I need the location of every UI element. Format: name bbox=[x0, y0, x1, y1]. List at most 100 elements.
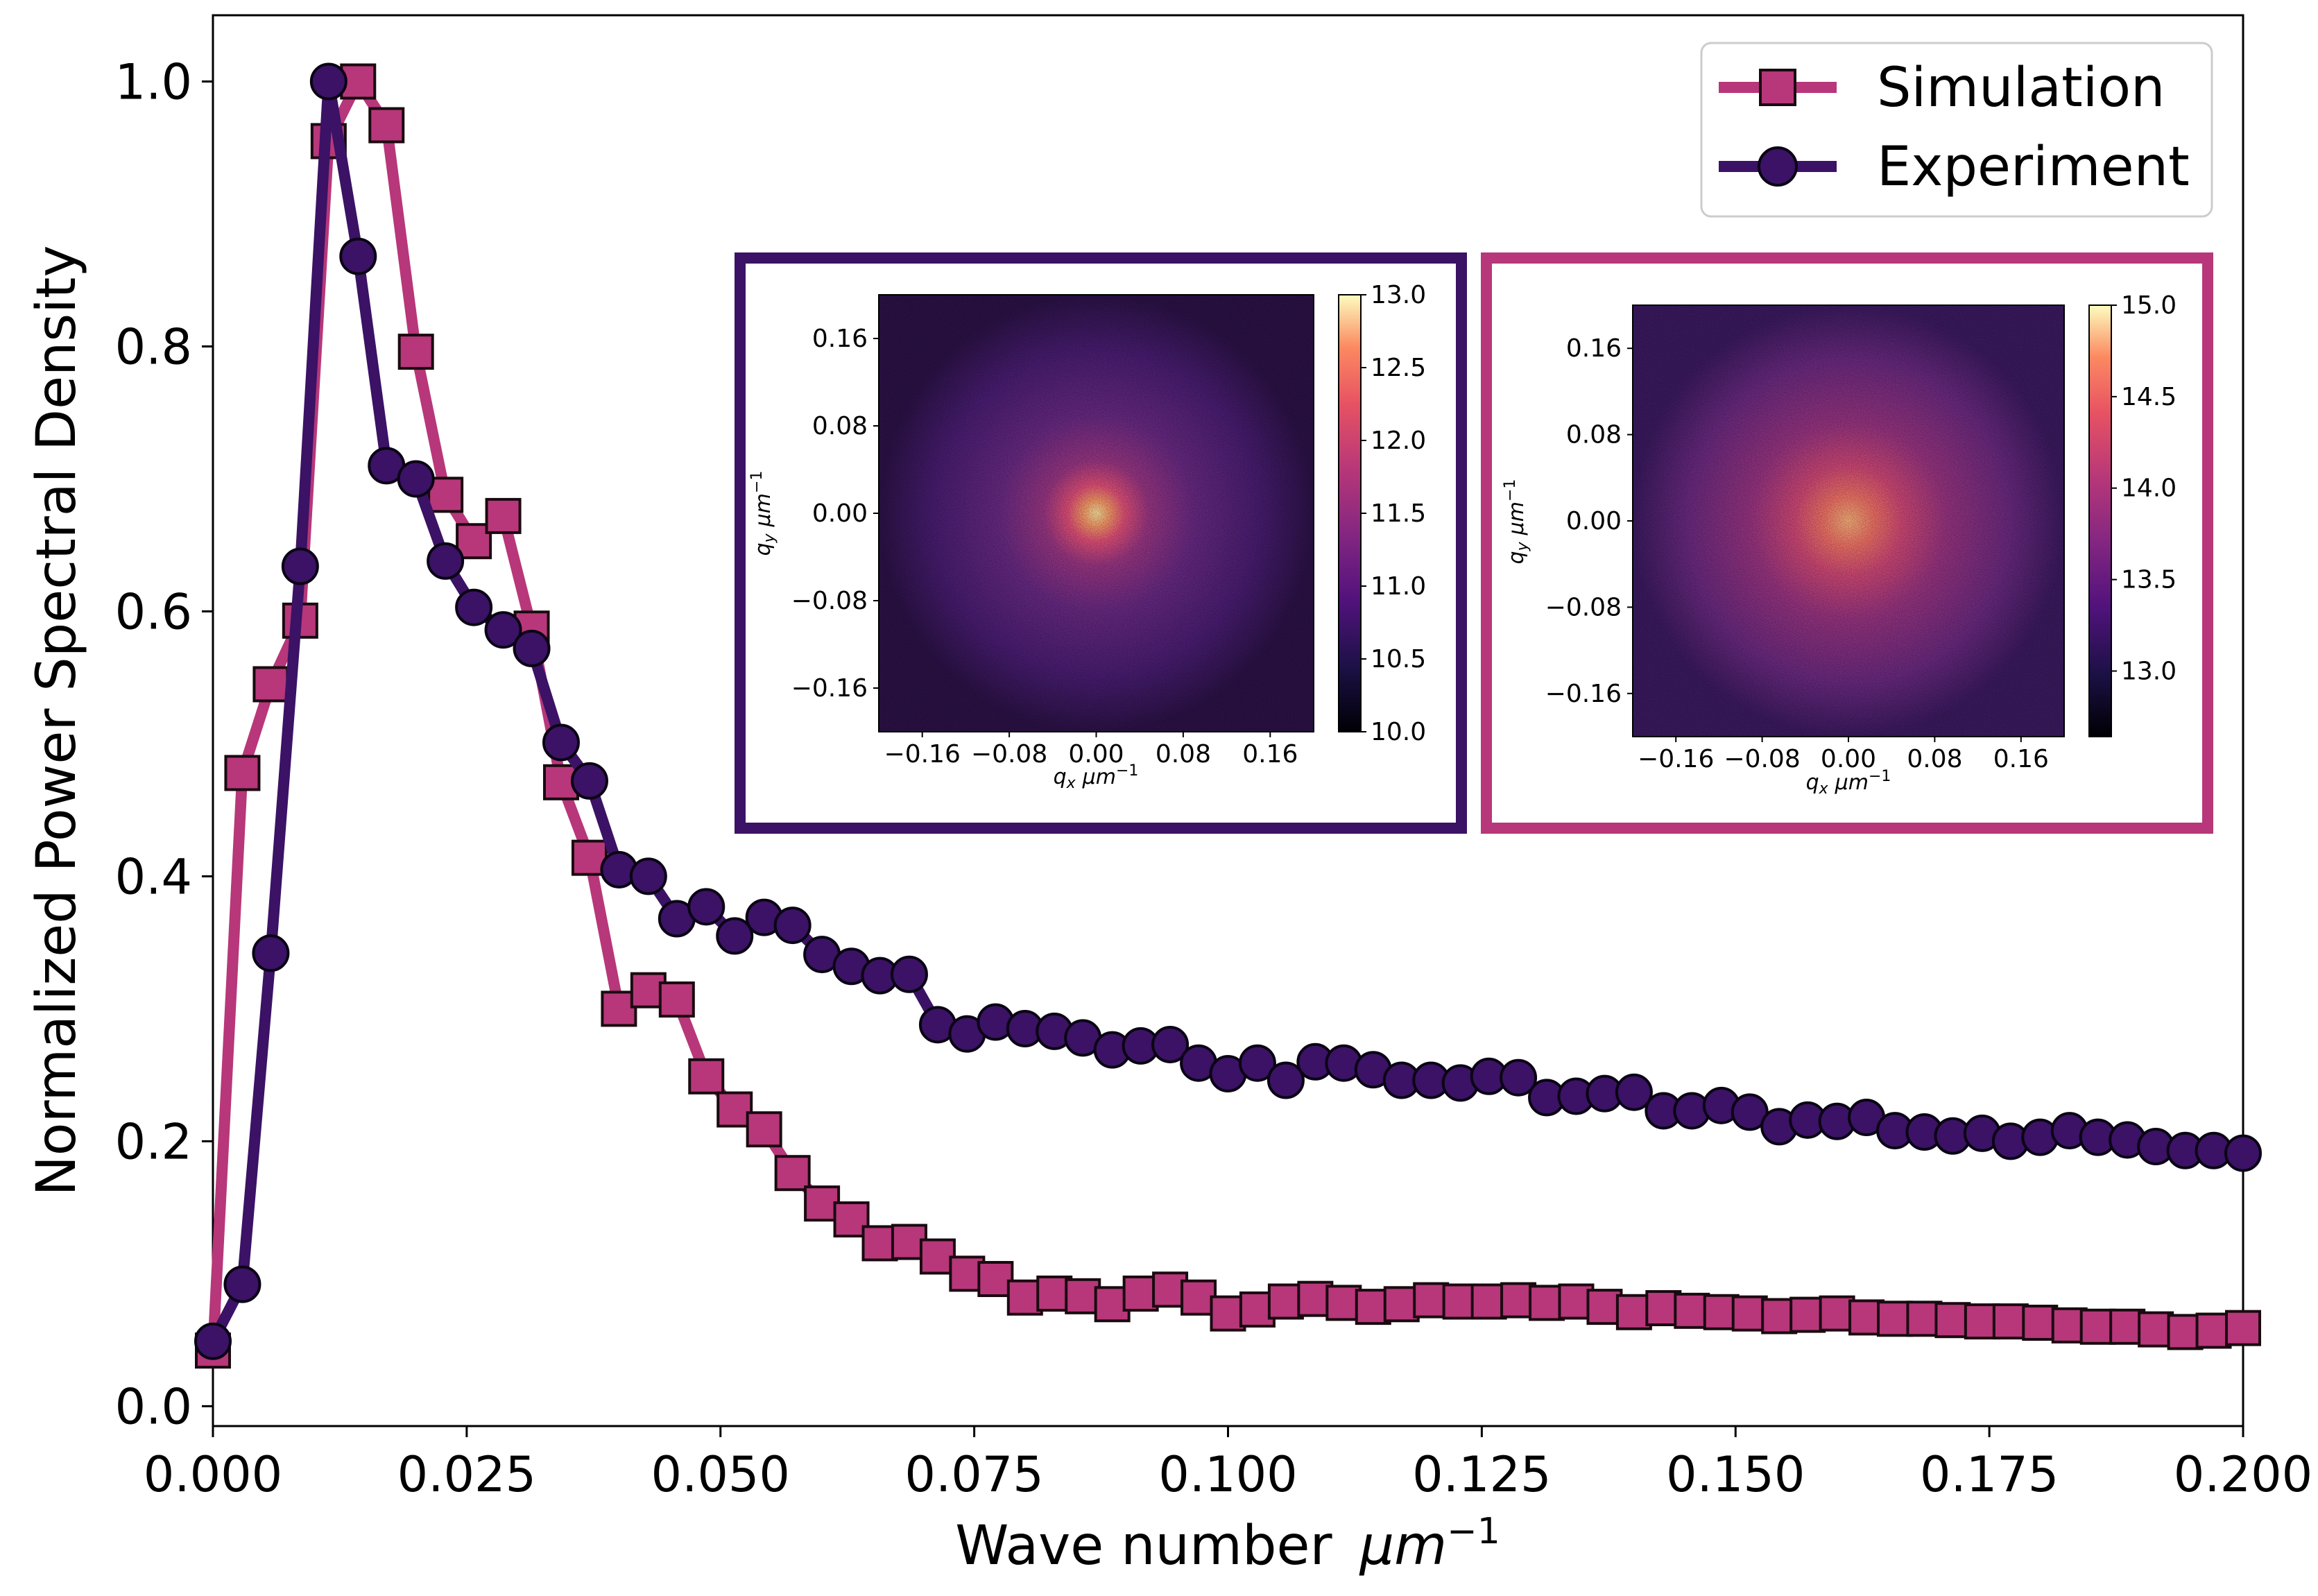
inset-x-tick-label: 0.16 bbox=[1242, 740, 1298, 769]
colorbar-tick-label: 13.0 bbox=[2121, 657, 2177, 685]
experiment-point bbox=[716, 917, 754, 955]
inset-experiment-colorbar bbox=[1338, 294, 1362, 732]
simulation-point bbox=[427, 477, 464, 513]
series-layer bbox=[194, 62, 2262, 1369]
inset-y-tick-label: 0.00 bbox=[812, 499, 868, 528]
inset-simulation: −0.16 −0.08 0.00 0.08 0.16 0.16 0.08 0.00 −0.08… bbox=[1481, 252, 2213, 834]
experiment-point bbox=[2224, 1134, 2262, 1172]
experiment-point bbox=[1151, 1025, 1190, 1063]
x-axis-ticks: 0.000 0.025 0.050 0.075 0.100 0.125 0.150 0.175… bbox=[144, 1426, 2312, 1503]
simulation-point bbox=[224, 755, 261, 791]
simulation-point bbox=[1210, 1295, 1246, 1332]
simulation-point bbox=[746, 1111, 782, 1148]
experiment-point bbox=[1267, 1061, 1305, 1099]
simulation-point bbox=[2138, 1311, 2174, 1348]
experiment-point bbox=[687, 888, 726, 926]
legend-simulation-marker bbox=[1759, 69, 1796, 106]
inset-y-tick-label: 0.16 bbox=[1566, 334, 1622, 363]
legend-experiment-label: Experiment bbox=[1877, 136, 2190, 198]
inset-x-tick-label: 0.00 bbox=[1821, 745, 1876, 773]
simulation-point bbox=[1615, 1294, 1652, 1330]
y-tick-label: 0.8 bbox=[115, 318, 192, 375]
simulation-point bbox=[1529, 1285, 1565, 1321]
experiment-point bbox=[1500, 1058, 1538, 1097]
inset-x-tick-label: 0.08 bbox=[1156, 740, 1211, 769]
x-tick-label: 0.200 bbox=[2174, 1446, 2312, 1503]
inset-experiment-y-label: qyμm−1 bbox=[748, 471, 778, 556]
simulation-point bbox=[716, 1091, 753, 1128]
simulation-point bbox=[2225, 1310, 2261, 1346]
simulation-point bbox=[833, 1201, 870, 1238]
inset-experiment-x-ticks: −0.16 −0.08 0.00 0.08 0.16 bbox=[884, 732, 1298, 769]
y-axis-label: Normalized Power Spectral Density bbox=[26, 245, 88, 1196]
inset-experiment-colorbar-ticks: 13.0 12.5 12.0 11.5 11.0 10.5 10.0 bbox=[1361, 281, 1426, 746]
colorbar-tick-label: 13.0 bbox=[1371, 281, 1426, 309]
experiment-point bbox=[542, 723, 580, 762]
inset-x-tick-label: −0.08 bbox=[971, 740, 1047, 769]
y-tick-label: 0.4 bbox=[115, 848, 192, 905]
legend-simulation-label: Simulation bbox=[1877, 57, 2165, 119]
simulation-point bbox=[658, 981, 695, 1018]
experiment-point bbox=[252, 934, 290, 972]
simulation-point bbox=[2195, 1312, 2232, 1349]
experiment-point bbox=[427, 542, 465, 580]
x-tick-label: 0.025 bbox=[397, 1446, 536, 1503]
inset-experiment-x-label: qx μm−1 bbox=[1054, 762, 1139, 792]
colorbar-tick-label: 10.0 bbox=[1371, 718, 1426, 746]
simulation-point bbox=[397, 334, 434, 370]
simulation-point bbox=[1819, 1295, 1855, 1332]
experiment-point bbox=[1238, 1044, 1276, 1082]
experiment-point bbox=[513, 629, 551, 667]
experiment-point bbox=[1615, 1073, 1653, 1111]
simulation-point bbox=[252, 666, 289, 703]
x-tick-label: 0.075 bbox=[904, 1446, 1043, 1503]
experiment-point bbox=[890, 955, 928, 993]
inset-x-tick-label: −0.16 bbox=[1638, 745, 1714, 773]
inset-y-tick-label: −0.16 bbox=[1545, 680, 1622, 708]
inset-simulation-x-label: qx μm−1 bbox=[1806, 768, 1891, 798]
simulation-point bbox=[456, 523, 492, 560]
simulation-point bbox=[861, 1225, 898, 1262]
simulation-point bbox=[1470, 1283, 1507, 1320]
y-tick-label: 0.2 bbox=[115, 1113, 192, 1170]
inset-y-tick-label: −0.08 bbox=[1545, 593, 1622, 621]
legend: Simulation Experiment bbox=[1700, 42, 2213, 218]
inset-x-tick-label: 0.00 bbox=[1068, 740, 1124, 769]
inset-simulation-colorbar bbox=[2088, 304, 2112, 737]
inset-x-tick-label: 0.16 bbox=[1993, 745, 2049, 773]
colorbar-tick-label: 14.0 bbox=[2121, 474, 2177, 503]
inset-x-tick-label: −0.08 bbox=[1724, 745, 1800, 773]
simulation-point bbox=[1992, 1303, 2029, 1340]
simulation-point bbox=[485, 497, 522, 534]
simulation-point bbox=[1383, 1286, 1420, 1323]
colorbar-tick-label: 13.5 bbox=[2121, 566, 2177, 594]
simulation-point bbox=[368, 107, 405, 144]
inset-x-tick-label: 0.08 bbox=[1907, 745, 1962, 773]
colorbar-tick-label: 14.5 bbox=[2121, 383, 2177, 411]
experiment-point bbox=[194, 1322, 232, 1360]
experiment-point bbox=[339, 237, 377, 275]
simulation-point bbox=[601, 990, 637, 1027]
y-tick-label: 0.6 bbox=[115, 583, 192, 640]
experiment-point bbox=[773, 907, 812, 945]
y-tick-label: 0.0 bbox=[115, 1378, 192, 1435]
x-tick-label: 0.100 bbox=[1158, 1446, 1297, 1503]
experiment-point bbox=[397, 460, 435, 498]
inset-simulation-y-label: qyμm−1 bbox=[1502, 479, 1531, 565]
experiment-point bbox=[223, 1265, 261, 1303]
simulation-point bbox=[1122, 1276, 1159, 1312]
experiment-point bbox=[484, 611, 522, 649]
x-tick-label: 0.150 bbox=[1666, 1446, 1805, 1503]
colorbar-tick-label: 10.5 bbox=[1371, 645, 1426, 673]
x-tick-label: 0.050 bbox=[651, 1446, 790, 1503]
inset-y-tick-label: 0.08 bbox=[1566, 421, 1622, 449]
inset-y-tick-label: 0.00 bbox=[1566, 507, 1622, 535]
inset-simulation-colorbar-ticks: 15.0 14.5 14.0 13.5 13.0 bbox=[2111, 291, 2177, 685]
simulation-point bbox=[688, 1058, 725, 1095]
inset-experiment: −0.16 −0.08 0.00 0.08 0.16 0.16 0.08 0.00 −0.08… bbox=[735, 252, 1467, 834]
simulation-point bbox=[1267, 1283, 1304, 1320]
simulation-point bbox=[977, 1261, 1014, 1298]
x-tick-label: 0.125 bbox=[1412, 1446, 1551, 1503]
legend-experiment-marker bbox=[1758, 146, 1798, 187]
simulation-point bbox=[1413, 1282, 1450, 1319]
